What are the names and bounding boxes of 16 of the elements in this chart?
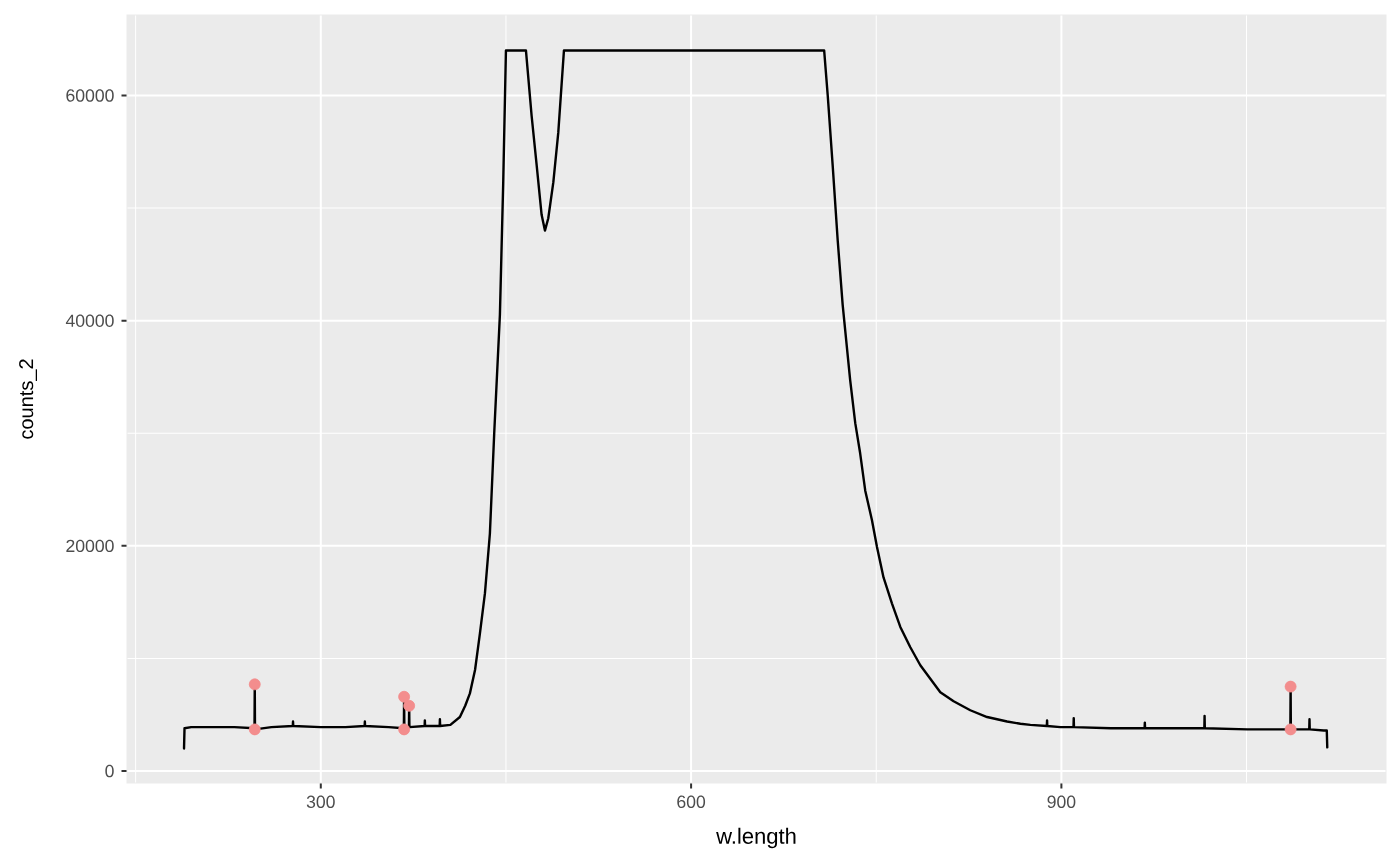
point	[1284, 680, 1297, 693]
x-tick-label: 300	[306, 795, 335, 809]
y-tick-label: 20000	[66, 539, 114, 553]
x-tick-label: 600	[677, 795, 706, 809]
point	[248, 678, 261, 691]
point	[398, 690, 411, 703]
point	[248, 723, 261, 736]
y-tick-label: 60000	[66, 89, 114, 102]
x-axis-title: w.length	[716, 827, 796, 849]
point	[1284, 723, 1297, 736]
point	[398, 723, 411, 736]
y-tick-label: 0	[105, 764, 114, 778]
y-tick-label: 40000	[65, 314, 114, 327]
x-tick-label: 900	[1047, 795, 1076, 809]
y-axis-title: counts_2	[19, 359, 38, 439]
point	[403, 699, 416, 712]
